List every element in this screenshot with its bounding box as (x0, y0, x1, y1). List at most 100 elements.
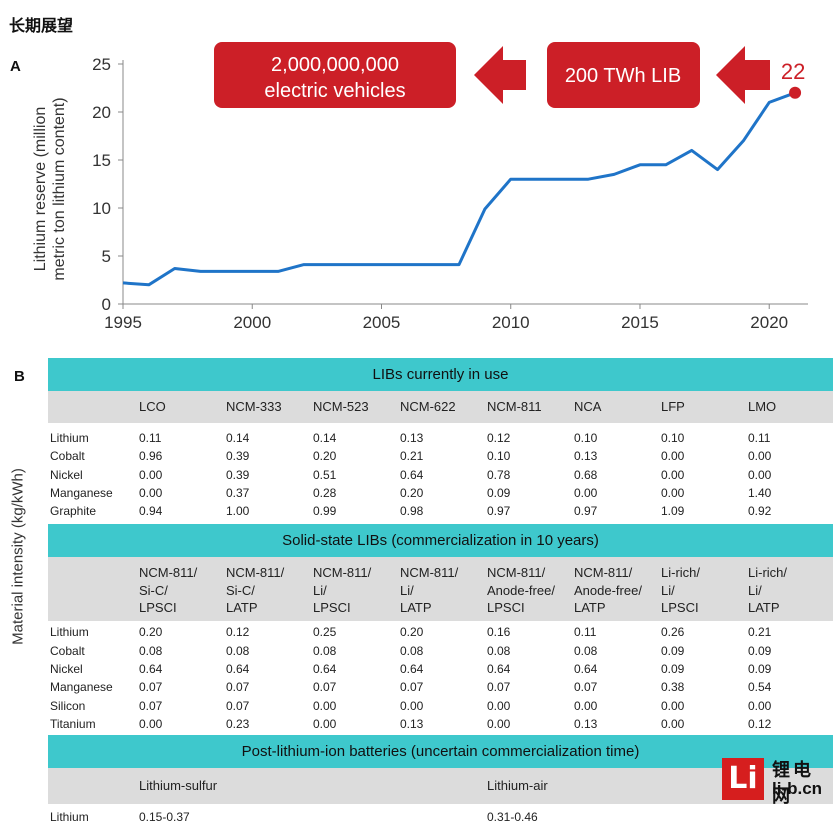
table1-cell: 0.68 (571, 466, 658, 484)
table2-cell: 0.20 (397, 623, 484, 641)
table1-cell: 0.00 (136, 466, 223, 484)
latest-value-marker (789, 87, 801, 99)
table1-cell: 0.39 (223, 466, 310, 484)
table2-cell: 0.23 (223, 715, 310, 733)
table2-col-header-line: NCM-811/ (139, 564, 223, 582)
table2-title: Solid-state LIBs (commercialization in 1… (48, 524, 833, 557)
site-logo: Li 锂电网 li-b.cn (722, 756, 834, 802)
table1-col-header: LMO (745, 391, 832, 423)
table1-row-label: Nickel (48, 466, 136, 484)
table1-cell: 0.78 (484, 466, 571, 484)
table1-cell: 0.14 (223, 429, 310, 447)
table1-row-label: Cobalt (48, 447, 136, 465)
table2-cell: 0.00 (745, 697, 832, 715)
table2-col-header: Li-rich/Li/LATP (745, 564, 832, 621)
x-tick-label: 2015 (621, 313, 659, 332)
table1-cell: 0.20 (397, 484, 484, 502)
table1-row-label: Lithium (48, 429, 136, 447)
table2-col-header-line: LATP (226, 599, 310, 617)
table2-col-header-line: LPSCI (313, 599, 397, 617)
y-tick-label: 5 (102, 247, 111, 266)
table2-col-header-line: Li/ (400, 582, 484, 600)
table2-cell: 0.00 (397, 697, 484, 715)
table1-cell: 0.10 (658, 429, 745, 447)
table1-cell: 0.14 (310, 429, 397, 447)
table1-cell: 0.00 (658, 447, 745, 465)
table2-col-header: NCM-811/Anode-free/LATP (571, 564, 658, 621)
page-heading: 长期展望 (9, 12, 73, 36)
table2-cell: 0.21 (745, 623, 832, 641)
table1-cell: 0.92 (745, 502, 832, 520)
table2-col-header-line: LPSCI (487, 599, 571, 617)
table1-col-header: LFP (658, 391, 745, 423)
table2-col-header: NCM-811/Li/LATP (397, 564, 484, 621)
table1-cell: 0.00 (658, 484, 745, 502)
table1-col-header: NCM-811 (484, 391, 571, 423)
table1-cell: 0.11 (745, 429, 832, 447)
table2-cell: 0.00 (310, 715, 397, 733)
y-tick-label: 0 (102, 295, 111, 314)
table1-cell: 0.99 (310, 502, 397, 520)
table2-cell: 0.07 (310, 678, 397, 696)
table2-cell: 0.25 (310, 623, 397, 641)
x-tick-label: 2000 (233, 313, 271, 332)
table2-cell: 0.07 (397, 678, 484, 696)
table3-col-header: Lithium-sulfur (136, 768, 484, 804)
table2-cell: 0.64 (136, 660, 223, 678)
y-tick-label: 10 (92, 199, 111, 218)
table1-cell: 0.98 (397, 502, 484, 520)
table2-cell: 0.64 (571, 660, 658, 678)
table1-cell: 0.21 (397, 447, 484, 465)
table1-title: LIBs currently in use (48, 358, 833, 391)
table2-col-header: NCM-811/Si-C/LATP (223, 564, 310, 621)
table2-col-header: NCM-811/Si-C/LPSCI (136, 564, 223, 621)
x-tick-label: 2010 (492, 313, 530, 332)
table2-col-header-line: NCM-811/ (313, 564, 397, 582)
table2-row-label: Titanium (48, 715, 136, 733)
table2-col-header-line: NCM-811/ (226, 564, 310, 582)
table1-cell: 0.09 (484, 484, 571, 502)
table2-col-header-line: Li/ (661, 582, 745, 600)
table2-cell: 0.12 (223, 623, 310, 641)
table1-cell: 0.64 (397, 466, 484, 484)
table1-cell: 0.00 (136, 484, 223, 502)
table2-row-label: Silicon (48, 697, 136, 715)
table2-cell: 0.09 (745, 642, 832, 660)
table2-cell: 0.64 (223, 660, 310, 678)
table3-row-label: Lithium (48, 808, 136, 826)
table2-col-header-line: Anode-free/ (574, 582, 658, 600)
table1-cell: 0.00 (745, 447, 832, 465)
table2-cell: 0.38 (658, 678, 745, 696)
x-tick-label: 2020 (750, 313, 788, 332)
table2-cell: 0.64 (484, 660, 571, 678)
table2-cell: 0.08 (310, 642, 397, 660)
table1-cell: 0.28 (310, 484, 397, 502)
table1-col-header: NCM-333 (223, 391, 310, 423)
table1-col-header: LCO (136, 391, 223, 423)
table2-row-label: Cobalt (48, 642, 136, 660)
table1-cell: 0.51 (310, 466, 397, 484)
table2-col-header-line: NCM-811/ (487, 564, 571, 582)
table2-cell: 0.07 (484, 678, 571, 696)
table2-col-header-line: Li/ (748, 582, 832, 600)
logo-mark: Li (722, 758, 764, 800)
ev-callout-line2: electric vehicles (264, 80, 405, 102)
table2-row-label: Manganese (48, 678, 136, 696)
table2-cell: 0.00 (136, 715, 223, 733)
table1-col-header: NCM-622 (397, 391, 484, 423)
table2-cell: 0.08 (571, 642, 658, 660)
y-tick-label: 15 (92, 151, 111, 170)
table2-row-label: Nickel (48, 660, 136, 678)
